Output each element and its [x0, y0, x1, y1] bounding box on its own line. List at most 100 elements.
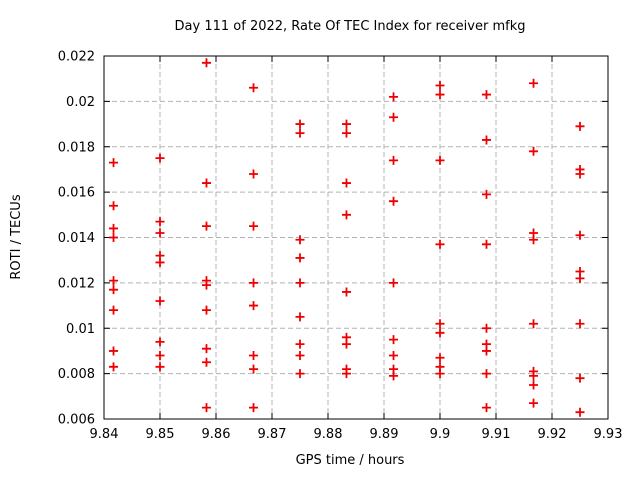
data-point [249, 169, 259, 179]
data-point [155, 337, 165, 347]
data-point [155, 228, 165, 238]
data-point [109, 233, 119, 242]
data-point [481, 135, 491, 145]
data-point [155, 350, 165, 360]
y-tick-label: 0.012 [58, 276, 95, 291]
data-point [295, 235, 305, 245]
y-tick-label: 0.006 [58, 413, 95, 428]
data-point [389, 92, 399, 102]
y-tick-label: 0.008 [58, 367, 95, 382]
data-point [295, 350, 305, 360]
data-point [529, 235, 539, 245]
data-point [155, 362, 165, 372]
data-point [575, 407, 585, 417]
x-tick-label: 9.84 [90, 427, 119, 442]
data-point [155, 217, 165, 227]
data-point [435, 80, 445, 90]
plot-frame [103, 55, 609, 420]
data-point [575, 121, 585, 131]
y-tick-label: 0.022 [58, 50, 95, 65]
data-point [295, 312, 305, 322]
data-point [109, 346, 119, 356]
data-point [249, 83, 259, 93]
data-point [575, 373, 585, 383]
data-point [249, 221, 259, 231]
data-point [109, 285, 119, 295]
data-point [529, 78, 539, 88]
data-point [529, 319, 539, 329]
data-point [201, 221, 211, 231]
data-point [249, 350, 259, 360]
data-point [109, 158, 119, 168]
data-point [155, 153, 165, 163]
data-point [389, 112, 399, 122]
data-point [481, 189, 491, 199]
data-point [575, 273, 585, 283]
data-point [109, 305, 119, 315]
x-tick-label: 9.89 [370, 427, 399, 442]
data-point [249, 403, 259, 413]
x-tick-label: 9.92 [538, 427, 567, 442]
x-tick-label: 9.9 [430, 427, 451, 442]
data-point [435, 90, 445, 100]
x-tick-label: 9.88 [314, 427, 343, 442]
data-point [481, 346, 491, 356]
data-point [201, 357, 211, 367]
data-point [201, 403, 211, 413]
data-point [575, 230, 585, 240]
data-point [249, 278, 259, 288]
tick-label-layer: 9.84 9.85 9.86 9.87 9.88 9.89 9.9 9.91 9.92 9.93 0… [58, 50, 623, 443]
data-point [481, 369, 491, 379]
data-point [295, 128, 305, 138]
data-point [481, 403, 491, 413]
data-point [575, 169, 585, 179]
data-point [389, 155, 399, 165]
data-point [201, 344, 211, 354]
data-point [435, 353, 445, 363]
data-point [435, 155, 445, 165]
y-axis-title: ROTI / TECUs [9, 194, 24, 279]
x-tick-label: 9.86 [202, 427, 231, 442]
data-point [249, 301, 259, 311]
x-axis-title: GPS time / hours [296, 453, 405, 468]
data-point [341, 178, 351, 188]
data-point [201, 58, 211, 68]
y-tick-label: 0.016 [58, 186, 95, 201]
data-point [389, 278, 399, 288]
data-point [341, 339, 351, 349]
y-tick-label: 0.01 [66, 322, 95, 337]
data-point [435, 369, 445, 379]
data-point [295, 369, 305, 379]
data-point [201, 280, 211, 290]
data-point [341, 287, 351, 297]
data-point [529, 398, 539, 408]
data-point [435, 328, 445, 338]
grid-layer [104, 56, 608, 419]
chart-title: Day 111 of 2022, Rate Of TEC Index for r… [175, 19, 526, 34]
data-point [295, 278, 305, 288]
x-tick-label: 9.93 [594, 427, 623, 442]
data-point [435, 319, 445, 329]
data-point [389, 196, 399, 206]
data-point [109, 201, 119, 211]
data-point [295, 253, 305, 263]
data-point [155, 257, 165, 267]
data-point [201, 305, 211, 315]
x-tick-label: 9.85 [146, 427, 175, 442]
data-point [295, 339, 305, 349]
data-point [341, 369, 351, 379]
data-point [295, 119, 305, 129]
data-point [341, 210, 351, 220]
data-point [109, 276, 119, 286]
points-layer [109, 58, 585, 417]
data-point [155, 296, 165, 306]
x-tick-label: 9.87 [258, 427, 287, 442]
data-point [341, 128, 351, 138]
data-point [109, 223, 119, 233]
y-tick-label: 0.02 [66, 95, 95, 110]
data-point [389, 335, 399, 345]
data-point [529, 371, 539, 381]
data-point [529, 146, 539, 156]
